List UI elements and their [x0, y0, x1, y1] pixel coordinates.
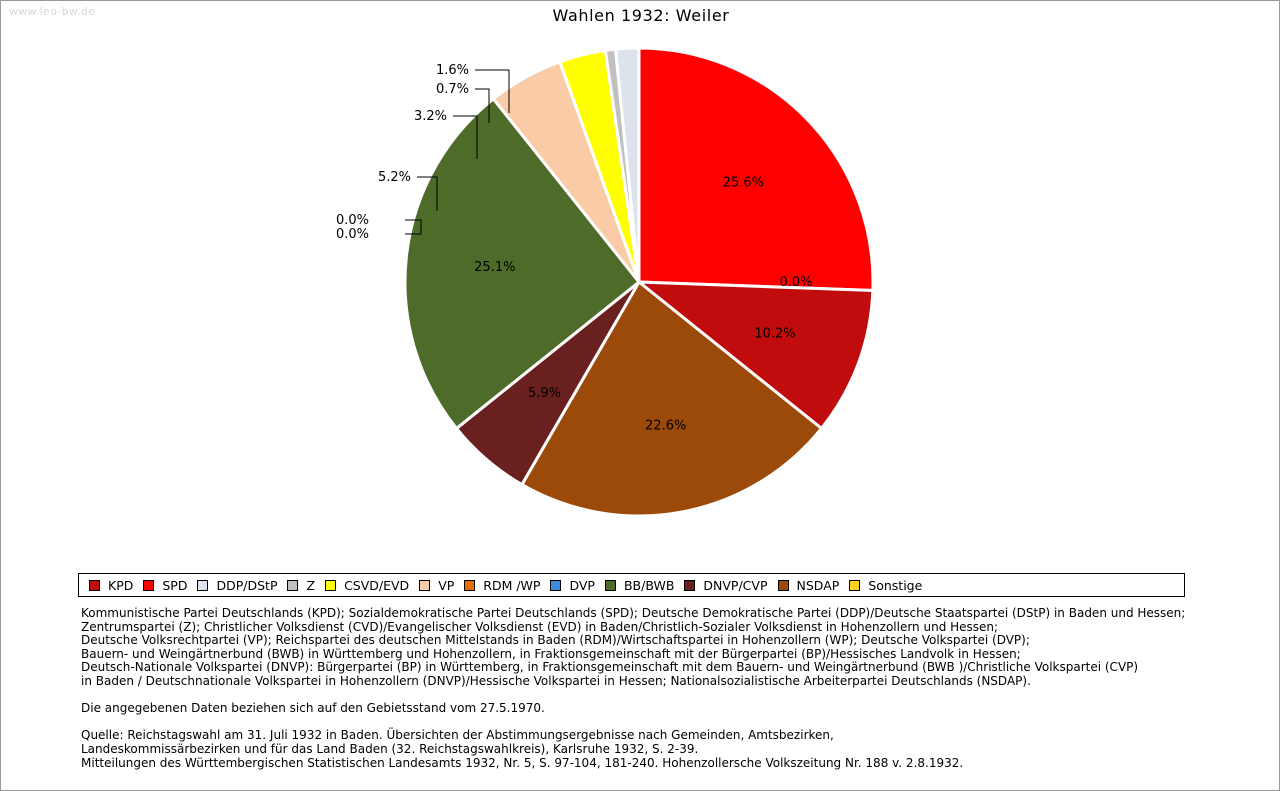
legend-label: DNVP/CVP — [703, 577, 768, 593]
footnote-line: Deutsche Volksrechtpartei (VP); Reichspa… — [81, 633, 1030, 648]
label-leader-line — [405, 229, 422, 235]
legend-label: Sonstige — [868, 577, 923, 593]
pie-leader-lines-group — [405, 69, 510, 235]
pie-slice[interactable] — [637, 46, 875, 292]
legend-color-swatch — [197, 579, 209, 591]
territory-note: Die angegebenen Daten beziehen sich auf … — [81, 701, 545, 716]
pie-chart-svg: 25.6%10.2%0.0%22.6%5.9%25.1%0.0%0.0%5.2%… — [336, 46, 875, 518]
pie-slice-label: 3.2% — [414, 109, 447, 124]
legend-label: Z — [306, 577, 316, 593]
footnote-spacer-1 — [81, 689, 1221, 703]
legend-label: DDP/DStP — [216, 577, 278, 593]
legend-item[interactable]: BB/BWB — [595, 574, 674, 596]
label-leader-line — [405, 219, 422, 229]
pie-slice[interactable] — [519, 279, 824, 518]
footnotes-block: Kommunistische Partei Deutschlands (KPD)… — [81, 606, 1221, 770]
pie-labels-group: 25.6%10.2%0.0%22.6%5.9%25.1%0.0%0.0%5.2%… — [336, 63, 813, 434]
legend-label: BB/BWB — [623, 577, 675, 593]
legend-item[interactable]: Z — [277, 574, 315, 596]
label-leader-line — [475, 88, 490, 123]
legend-label: KPD — [108, 577, 134, 593]
legend-item[interactable]: RDM /WP — [454, 574, 540, 596]
pie-slice-label: 22.6% — [645, 419, 686, 434]
legend-color-swatch — [550, 579, 562, 591]
legend-item[interactable]: DVP — [540, 574, 595, 596]
label-leader-line — [417, 176, 438, 211]
pie-slice[interactable] — [403, 96, 642, 431]
pie-slice-label: 25.1% — [474, 260, 515, 275]
footnote-line: Deutsch-Nationale Volkspartei (DNVP): Bü… — [81, 660, 1139, 675]
legend-label: CSVD/EVD — [344, 577, 410, 593]
pie-slice-label: 5.9% — [528, 386, 561, 401]
legend-item[interactable]: DDP/DStP — [187, 574, 277, 596]
legend-color-swatch — [604, 579, 616, 591]
footnote-line: Zentrumspartei (Z); Christlicher Volksdi… — [81, 619, 999, 634]
pie-slice-label: 1.6% — [436, 63, 469, 78]
legend-label: RDM /WP — [483, 577, 541, 593]
source-line: Mitteilungen des Württembergischen Stati… — [81, 755, 964, 770]
legend-label: NSDAP — [796, 577, 840, 593]
pie-slice-label: 0.0% — [779, 275, 812, 290]
legend-color-swatch — [419, 579, 431, 591]
legend-item[interactable]: NSDAP — [768, 574, 840, 596]
pie-slice-label: 0.0% — [336, 227, 369, 242]
legend-item[interactable]: CSVD/EVD — [315, 574, 409, 596]
pie-slice-label: 0.7% — [436, 82, 469, 97]
pie-slice[interactable] — [613, 46, 641, 283]
legend-color-swatch — [143, 579, 155, 591]
legend-label: VP — [438, 577, 455, 593]
label-leader-line — [453, 115, 478, 159]
watermark: www.leo-bw.de — [9, 5, 96, 18]
legend-item[interactable]: KPD — [79, 574, 133, 596]
footnote-line: in Baden / Deutschnationale Volkspartei … — [81, 673, 1031, 688]
pie-slice[interactable] — [634, 280, 875, 431]
legend-color-swatch — [684, 579, 696, 591]
legend-color-swatch — [89, 579, 100, 591]
footnote-line: Bauern- und Weingärtnerbund (BWB) in Wür… — [81, 646, 1021, 661]
legend-color-swatch — [287, 579, 299, 591]
pie-slices-group — [403, 46, 875, 518]
pie-slice-label: 10.2% — [754, 327, 795, 342]
pie-slice-label: 5.2% — [378, 170, 411, 185]
page-title: Wahlen 1932: Weiler — [552, 6, 730, 25]
pie-chart-area: 25.6% 10.2% 0.0% 22.6% 5.9% 25.1% 0.0% 0.0% 5.2%… — [1, 31, 1279, 551]
source-footnote: Quelle: Reichstagswahl am 31. Juli 1932 … — [81, 729, 1221, 770]
legend-color-swatch — [325, 579, 337, 591]
label-leader-line — [475, 69, 510, 113]
chart-legend: KPD SPD DDP/DStP Z CSVD/EVD VP RDM /WP DVP BB/BW… — [78, 573, 1185, 597]
pie-slice-label: 0.0% — [336, 213, 369, 228]
legend-label: DVP — [569, 577, 595, 593]
legend-item[interactable]: VP — [409, 574, 454, 596]
source-line: Quelle: Reichstagswahl am 31. Juli 1932 … — [81, 728, 834, 743]
pie-slice-label: 25.6% — [723, 175, 764, 190]
legend-color-swatch — [464, 579, 476, 591]
footnote-line: Kommunistische Partei Deutschlands (KPD)… — [81, 606, 1186, 620]
legend-color-swatch — [777, 579, 789, 591]
legend-item[interactable]: DNVP/CVP — [674, 574, 768, 596]
party-names-footnote: Kommunistische Partei Deutschlands (KPD)… — [81, 606, 1221, 689]
legend-label: SPD — [162, 577, 188, 593]
legend-color-swatch — [849, 579, 861, 591]
legend-item[interactable]: SPD — [133, 574, 187, 596]
source-line: Landeskommissärbezirken und für das Land… — [81, 741, 699, 756]
legend-item[interactable]: Sonstige — [839, 574, 922, 596]
